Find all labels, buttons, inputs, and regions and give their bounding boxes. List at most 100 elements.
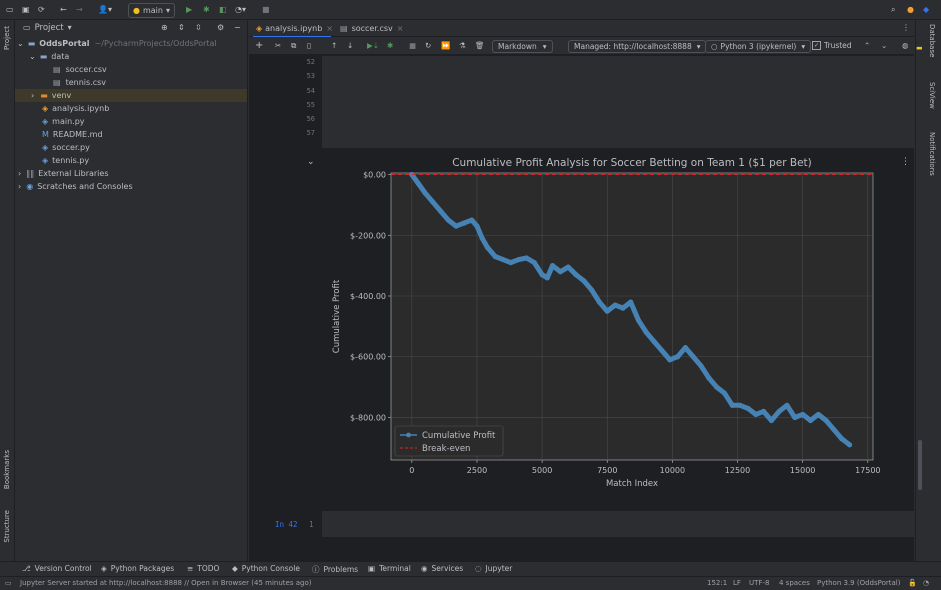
delete-icon[interactable]: 🗑 [475, 41, 485, 50]
python-packages-button[interactable]: ◈ Python Packages [101, 564, 174, 573]
output-menu-icon[interactable]: ⋮ [901, 157, 910, 167]
line-separator[interactable]: LF [733, 579, 741, 587]
tree-item-soccer-csv[interactable]: ▤ soccer.csv [53, 63, 107, 76]
data-point [690, 354, 696, 360]
browser-icon[interactable]: ◍ [902, 41, 909, 50]
search-icon[interactable]: ⌕ [891, 4, 896, 14]
copy-icon[interactable]: ⧉ [291, 40, 297, 50]
restart-kernel-icon[interactable]: ↻ [425, 41, 432, 50]
back-icon[interactable]: ← [60, 5, 67, 14]
kernel-select[interactable]: ○ Python 3 (ipykernel) ▾ [705, 40, 812, 53]
save-icon[interactable]: ▣ [22, 5, 30, 14]
legend-label: Cumulative Profit [422, 431, 496, 441]
notifications-icon[interactable]: ◔ [923, 579, 930, 587]
debug-cell-icon[interactable]: ✱ [387, 41, 394, 50]
sciview-tool-button[interactable]: SciView [928, 82, 936, 109]
next-code-cell[interactable] [322, 511, 914, 537]
forward-icon[interactable]: → [76, 5, 83, 14]
collapse-output-icon[interactable]: ⌄ [307, 157, 315, 167]
debug-icon[interactable]: ✱ [203, 5, 210, 14]
run-all-icon[interactable]: ⏩ [441, 41, 451, 50]
paste-icon[interactable]: ▯ [307, 41, 312, 50]
open-folder-icon[interactable]: ▭ [6, 5, 14, 14]
expand-all-icon[interactable]: ⇕ [178, 23, 185, 32]
caret-position[interactable]: 152:1 [707, 579, 728, 587]
indent-setting[interactable]: 4 spaces [779, 579, 810, 587]
cut-icon[interactable]: ✂ [275, 41, 282, 50]
tree-item-external-libraries[interactable]: › ‖‖ External Libraries [18, 167, 109, 180]
chevron-up-icon[interactable]: ⌃ [864, 41, 871, 50]
data-point [682, 345, 689, 351]
branch-selector[interactable]: ● main ▾ [128, 3, 175, 18]
run-icon[interactable]: ▶ [186, 5, 193, 14]
update-icon[interactable]: ● [907, 5, 914, 14]
project-tool-button[interactable]: Project [3, 26, 11, 50]
tree-item-data[interactable]: ⌄ ▬ data [29, 50, 69, 63]
tree-item-tennis-py[interactable]: ◈ tennis.py [42, 154, 89, 167]
gear-icon[interactable]: ⚙ [217, 23, 225, 32]
data-point [706, 375, 712, 381]
profile-icon[interactable]: ◔▾ [235, 5, 246, 14]
ide-logo-icon[interactable]: ◆ [923, 5, 930, 14]
bookmarks-tool-button[interactable]: Bookmarks [3, 450, 11, 490]
clear-outputs-icon[interactable]: ⚗ [459, 41, 466, 50]
chevron-down-icon[interactable]: ▾ [67, 23, 72, 32]
interpreter-selector[interactable]: Python 3.9 (OddsPortal) [817, 579, 901, 587]
panel-title[interactable]: Project [34, 22, 64, 33]
status-message[interactable]: Jupyter Server started at http://localho… [20, 579, 312, 587]
tree-item-scratches[interactable]: › ◉ Scratches and Consoles [18, 180, 133, 193]
tree-item-tennis-csv[interactable]: ▤ tennis.csv [53, 76, 106, 89]
code-cell[interactable] [322, 56, 914, 148]
close-icon[interactable]: × [326, 23, 333, 33]
python-console-button[interactable]: ◆ Python Console [232, 564, 300, 573]
database-tool-button[interactable]: Database [928, 24, 936, 58]
jupyter-button[interactable]: ◌ Jupyter [475, 564, 512, 573]
data-point [628, 299, 634, 305]
tab-soccer-csv[interactable]: ▤ soccer.csv × [337, 20, 403, 36]
chevron-down-icon[interactable]: ⌄ [881, 41, 888, 50]
coverage-icon[interactable]: ◧ [219, 5, 227, 14]
data-point [549, 263, 556, 269]
stop-icon[interactable]: ■ [262, 5, 270, 14]
library-icon: ‖‖ [26, 169, 35, 178]
terminal-button[interactable]: ▣ Terminal [368, 564, 411, 573]
hide-icon[interactable]: − [234, 23, 241, 32]
move-down-icon[interactable]: ↓ [347, 41, 354, 50]
locate-icon[interactable]: ⊕ [161, 23, 168, 32]
tree-item-label: main.py [52, 117, 85, 126]
trusted-toggle[interactable]: ✓ Trusted [812, 40, 852, 51]
tree-item-analysis-ipynb[interactable]: ◈ analysis.ipynb [42, 102, 109, 115]
root-path: ~/PycharmProjects/OddsPortal [94, 39, 217, 48]
interrupt-icon[interactable]: ■ [409, 41, 417, 50]
tree-item-main-py[interactable]: ◈ main.py [42, 115, 85, 128]
todo-button[interactable]: ≡ TODO [187, 564, 219, 573]
notifications-tool-button[interactable]: Notifications [928, 132, 936, 176]
status-window-icon[interactable]: ▭ [5, 579, 12, 587]
problems-button[interactable]: ⓘ Problems [312, 564, 358, 575]
scrollbar[interactable] [918, 440, 922, 490]
more-tabs-icon[interactable]: ⋮ [902, 23, 910, 32]
tree-item-venv[interactable]: › ▬ venv [15, 89, 247, 102]
run-cell-icon[interactable]: ▶⇣ [367, 41, 380, 50]
services-button[interactable]: ◉ Services [421, 564, 463, 573]
server-select[interactable]: Managed: http://localhost:8888 ▾ [568, 40, 707, 53]
structure-tool-button[interactable]: Structure [3, 510, 11, 543]
cell-type-select[interactable]: Markdown ▾ [492, 40, 553, 53]
move-up-icon[interactable]: ↑ [331, 41, 338, 50]
add-cell-icon[interactable]: + [255, 40, 264, 51]
tree-item-soccer-py[interactable]: ◈ soccer.py [42, 141, 90, 154]
collapse-all-icon[interactable]: ⇳ [195, 23, 202, 32]
lock-icon[interactable]: 🔓 [908, 579, 917, 587]
sync-icon[interactable]: ⟳ [38, 5, 45, 14]
version-control-button[interactable]: ⎇ Version Control [22, 564, 92, 573]
line-number: 54 [306, 87, 315, 95]
tree-root[interactable]: ⌄ ▬ OddsPortal ~/PycharmProjects/OddsPor… [17, 37, 217, 50]
data-point [651, 338, 657, 345]
tab-analysis-ipynb[interactable]: ◈ analysis.ipynb × [253, 20, 333, 38]
file-encoding[interactable]: UTF-8 [749, 579, 770, 587]
chevron-down-icon: ⌄ [17, 39, 24, 48]
tree-item-readme[interactable]: M README.md [42, 128, 103, 141]
data-point [573, 272, 579, 278]
vcs-user-icon[interactable]: 👤▾ [98, 5, 112, 14]
close-icon[interactable]: × [396, 23, 404, 33]
